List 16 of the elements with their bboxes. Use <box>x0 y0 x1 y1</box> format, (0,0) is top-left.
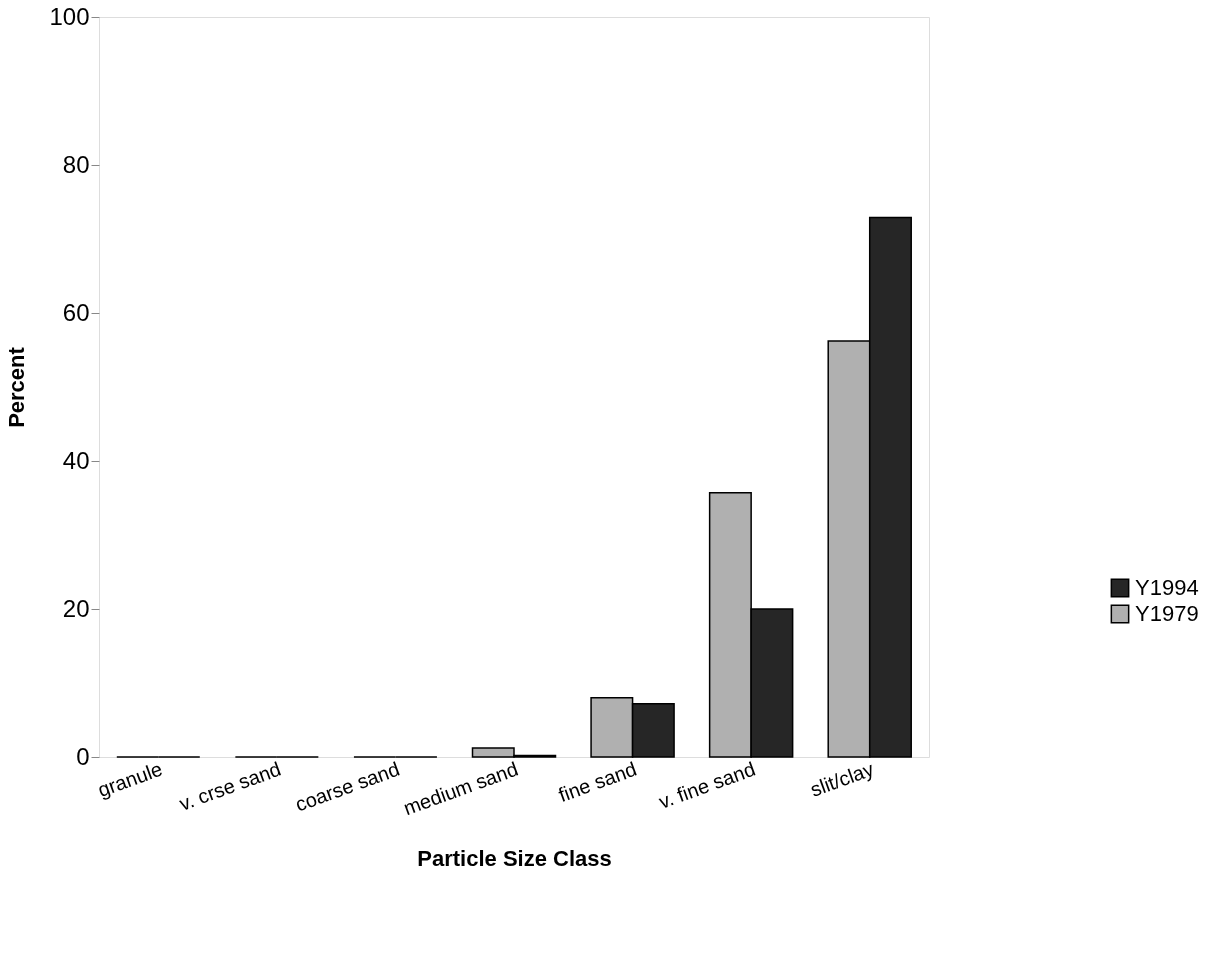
x-tick-label: fine sand <box>555 757 640 807</box>
y-axis-title: Percent <box>4 346 30 428</box>
x-axis-title: Particle Size Class <box>417 846 612 872</box>
y-tick-label: 80 <box>62 150 90 178</box>
x-tick-label: v. crse sand <box>176 757 284 815</box>
x-tick-label: v. fine sand <box>655 757 758 813</box>
y-tick-label: 40 <box>62 446 90 474</box>
y-tick-label: 60 <box>62 298 90 326</box>
x-tick-label: medium sand <box>400 757 521 820</box>
y-tick-label: 20 <box>62 594 90 622</box>
y-tick-label: 100 <box>49 2 90 30</box>
x-tick-label: slit/clay <box>807 757 877 801</box>
legend-label: Y1979 <box>1135 601 1199 626</box>
legend-label: Y1994 <box>1135 575 1199 600</box>
y-tick-label: 0 <box>76 742 90 770</box>
x-tick-label: coarse sand <box>292 757 403 816</box>
